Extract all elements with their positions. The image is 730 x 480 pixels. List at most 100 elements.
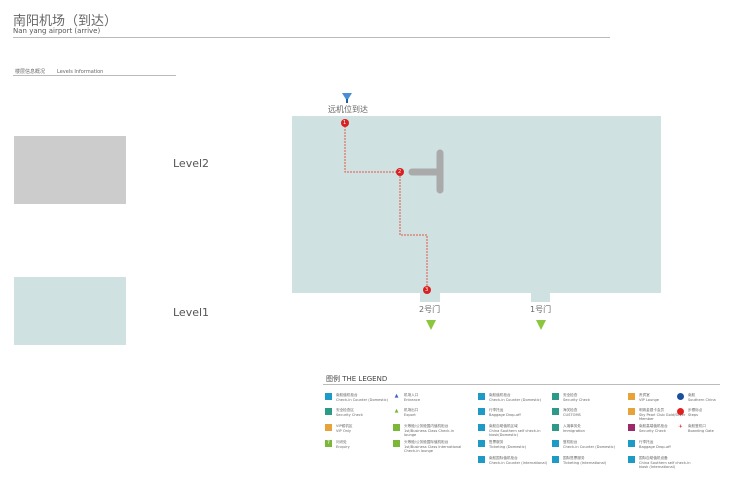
legend-cn: 步骤标点 <box>688 408 703 412</box>
levels-header-en: Levels Information <box>57 69 104 75</box>
legend-en: China Southern self check-in kiosk (Inte… <box>639 460 691 470</box>
legend-cn: 明珠金银卡会员 <box>639 408 665 412</box>
legend-item: 登机柜台 Check-in Counter (Domestic) <box>552 440 624 449</box>
legend-cn: 南航 <box>688 393 696 397</box>
logo-icon <box>677 393 684 400</box>
legend-en: Immigration <box>563 428 585 433</box>
gate-1-label[interactable]: 1号门 <box>530 305 552 314</box>
counter-icon <box>552 440 559 447</box>
levels-header-cn: 楼层信息概况 <box>15 69 46 75</box>
legend-en: Baggage Drop-off <box>489 412 521 417</box>
legend-item: 安全检查 Security Check <box>552 393 624 402</box>
legend-en: Steps <box>688 412 699 417</box>
legend-en: Baggage Drop-off <box>639 444 671 449</box>
legend-en: China Southern self check-in kiosk(Domes… <box>489 428 541 438</box>
legend-cn: 安全检查 <box>563 393 578 397</box>
legend-item: 南航高端值机柜台 Security Check <box>628 424 700 433</box>
gate-arrow-icon <box>536 320 546 330</box>
legend-item: 入境事务处 Immigration <box>552 424 624 433</box>
legend-item: 头等舱/公务舱国际值机柜台 1st/Business Class Internat… <box>393 440 465 454</box>
legend-cn: 登机柜台 <box>563 440 578 444</box>
level2-label[interactable]: Level2 <box>173 157 210 170</box>
level1-thumbnail[interactable] <box>14 277 126 345</box>
grid-icon <box>478 408 485 415</box>
legend-cn: 问讯处 <box>336 440 347 444</box>
legend-item: 行李托运 Baggage Drop-off <box>628 440 700 449</box>
check-icon <box>552 393 559 400</box>
legend-cn: 机场入口 <box>404 393 419 397</box>
person-icon: ▲ <box>394 408 399 414</box>
legend-cn: 售票服务 <box>489 440 504 444</box>
legend-item: 南航 Southern China <box>677 393 730 402</box>
vip-icon <box>628 408 635 415</box>
legend-item: 步骤标点 Steps <box>677 408 730 417</box>
legend-en: Southern China <box>688 397 716 402</box>
legend-en: Security Check <box>563 397 590 402</box>
legend-item: 国际自助值机设备 China Southern self check-in kio… <box>628 456 700 470</box>
floor-map <box>292 93 661 330</box>
step-marker-label: 1 <box>343 120 347 126</box>
check-icon <box>552 408 559 415</box>
legend-cn: 行李托运 <box>639 440 654 444</box>
legend-cn: 头等舱/公务舱国内值机柜台 <box>404 424 449 428</box>
legend-title-cn: 图例 <box>326 375 340 383</box>
counter-icon <box>478 456 485 463</box>
divider <box>323 384 720 385</box>
level2-thumbnail[interactable] <box>14 136 126 204</box>
gate-arrow-icon <box>426 320 436 330</box>
legend-cn: 南航值机柜台 <box>489 393 511 397</box>
legend-cn: 机场出口 <box>404 408 419 412</box>
legend-en: Check-in Counter (Domestic) <box>336 397 389 402</box>
step-marker-label: 2 <box>398 169 402 175</box>
entry-label: 远机位到达 <box>328 105 368 114</box>
legend-item: 南航值机柜台 Check-in Counter (Domestic) <box>478 393 550 402</box>
legend-cn: 行李托运 <box>489 408 504 412</box>
square-icon <box>628 424 635 431</box>
legend-item: VIP候机区 VIP Only <box>325 424 397 433</box>
legend-cn: 入境事务处 <box>563 424 581 428</box>
legend-cn: 南航登机口 <box>688 424 706 428</box>
legend-cn: VIP候机区 <box>336 424 353 428</box>
ticket-icon <box>478 440 485 447</box>
divider <box>13 75 176 76</box>
legend-cn: 贵宾室 <box>639 393 650 397</box>
step-marker-2 <box>396 168 404 176</box>
step-marker-label: 3 <box>425 287 429 293</box>
legend-en: Check-in Counter (Domestic) <box>489 397 542 402</box>
page-title: 南阳机场（到达） <box>13 14 118 29</box>
level1-label[interactable]: Level1 <box>173 306 210 319</box>
legend-item: ? 问讯处 Enquiry <box>325 440 397 449</box>
pier-shape <box>408 149 444 194</box>
legend-cn: 国际售票服务 <box>563 456 585 460</box>
square-icon <box>325 408 332 415</box>
?-icon: ? <box>325 440 332 447</box>
vip-icon <box>628 393 635 400</box>
legend-cn: 安全检查区 <box>336 408 354 412</box>
legend-en: Check-in Counter (International) <box>489 460 548 465</box>
legend-en: Boarding Gate <box>688 428 714 433</box>
legend-title-en: THE LEGEND <box>342 375 388 383</box>
legend-en: Ticketing (Domestic) <box>489 444 527 449</box>
counter-icon <box>393 440 400 447</box>
kiosk-icon <box>478 424 485 431</box>
legend-cn: 南航国际值机柜台 <box>489 456 518 460</box>
legend-item: 头等舱/公务舱国内值机柜台 1st/Business Class Check-in… <box>393 424 465 438</box>
page-subtitle: Nan yang airport (arrive) <box>13 27 101 35</box>
check-icon <box>552 424 559 431</box>
legend-item: 安全检查区 Security Check <box>325 408 397 417</box>
step-marker-1 <box>341 119 349 127</box>
gate-2-label[interactable]: 2号门 <box>419 305 441 314</box>
legend-item: ▲ 机场出口 Export <box>393 408 465 417</box>
legend-title: 图例 THE LEGEND <box>326 374 387 384</box>
kiosk-icon <box>628 456 635 463</box>
legend-cn: 南航高端值机柜台 <box>639 424 668 428</box>
levels-header: 楼层信息概况 Levels Information <box>15 68 115 75</box>
legend-en: VIP Only <box>336 428 352 433</box>
route-line <box>344 123 428 290</box>
legend-item: 行李托运 Baggage Drop-off <box>478 408 550 417</box>
legend-item: 明珠金银卡会员 Sky Pearl Club Gold/Silver Member <box>628 408 700 422</box>
legend-en: CUSTOMS <box>563 412 581 417</box>
legend-item: 南航自助值机区域 China Southern self check-in kio… <box>478 424 550 438</box>
legend-cn: 南航自助值机区域 <box>489 424 518 428</box>
counter-icon <box>478 393 485 400</box>
